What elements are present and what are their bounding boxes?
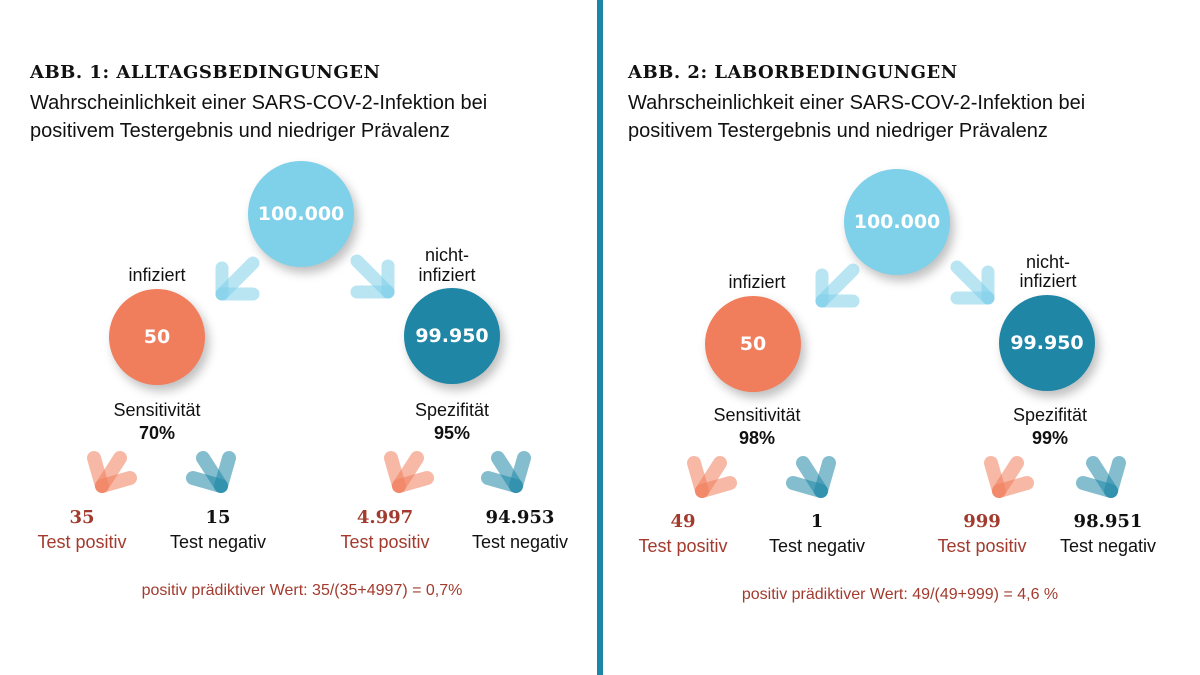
specificity-label: Spezifität (414, 400, 490, 420)
positive-arrow-icon (984, 456, 1034, 498)
false-negative-count: 1 (810, 511, 824, 532)
negative-arrow-icon (786, 456, 836, 498)
total-circle: 100.000 (844, 169, 950, 275)
negative-arrow-icon (481, 451, 531, 493)
true-positive-count: 49 (670, 511, 696, 532)
arrow-down-right-icon (350, 254, 395, 299)
test-negative-label: Test negativ (471, 532, 569, 552)
false-negative-count: 15 (205, 507, 231, 528)
sensitivity-label: Sensitivität (113, 400, 201, 420)
specificity-label: Spezifität (1012, 405, 1088, 425)
infected-circle: 50 (109, 289, 205, 385)
arrow-down-left-icon (815, 263, 860, 308)
positive-arrow-icon (87, 451, 137, 493)
infected-label: infiziert (128, 265, 186, 285)
total-circle: 100.000 (248, 161, 354, 267)
true-positive-count: 35 (69, 507, 95, 528)
test-positive-label: Test positiv (340, 532, 430, 552)
test-positive-label: Test positiv (937, 536, 1027, 556)
test-negative-label: Test negativ (1059, 536, 1157, 556)
non-infected-label-2: infiziert (418, 265, 476, 285)
false-positive-count: 4.997 (356, 507, 414, 528)
figure-title: ABB. 2: LABORBEDINGUNGEN (628, 62, 958, 83)
infected-circle: 50 (705, 296, 801, 392)
negative-arrow-icon (1076, 456, 1126, 498)
figure-subtitle-line1: Wahrscheinlichkeit einer SARS-COV-2-Infe… (628, 92, 1086, 114)
figure-subtitle-line2: positivem Testergebnis und niedriger Prä… (628, 120, 1048, 142)
negative-arrow-icon (186, 451, 236, 493)
infected-label: infiziert (728, 272, 786, 292)
test-negative-label: Test negativ (169, 532, 267, 552)
ppv-formula: positiv prädiktiver Wert: 35/(35+4997) =… (141, 582, 463, 599)
arrow-down-left-icon (215, 256, 260, 301)
sensitivity-value: 70% (138, 423, 176, 443)
non-infected-label-1: nicht- (1025, 252, 1071, 272)
ppv-formula: positiv prädiktiver Wert: 49/(49+999) = … (741, 586, 1059, 603)
non-infected-label-1: nicht- (424, 245, 470, 265)
sensitivity-label: Sensitivität (713, 405, 801, 425)
specificity-value: 99% (1031, 428, 1069, 448)
test-positive-label: Test positiv (638, 536, 728, 556)
true-negative-count: 94.953 (485, 507, 555, 528)
non-infected-circle: 99.950 (404, 288, 500, 384)
figure-subtitle-line1: Wahrscheinlichkeit einer SARS-COV-2-Infe… (30, 92, 488, 114)
panel-divider (597, 0, 603, 675)
test-positive-label: Test positiv (37, 532, 127, 552)
non-infected-circle: 99.950 (999, 295, 1095, 391)
arrow-down-right-icon (950, 260, 995, 305)
specificity-value: 95% (433, 423, 471, 443)
false-positive-count: 999 (963, 511, 1001, 532)
test-negative-label: Test negativ (768, 536, 866, 556)
non-infected-label-2: infiziert (1019, 271, 1077, 291)
positive-arrow-icon (687, 456, 737, 498)
true-negative-count: 98.951 (1073, 511, 1143, 532)
figure-title: ABB. 1: ALLTAGSBEDINGUNGEN (30, 62, 381, 83)
positive-arrow-icon (384, 451, 434, 493)
figure-subtitle-line2: positivem Testergebnis und niedriger Prä… (30, 120, 450, 142)
sensitivity-value: 98% (738, 428, 776, 448)
